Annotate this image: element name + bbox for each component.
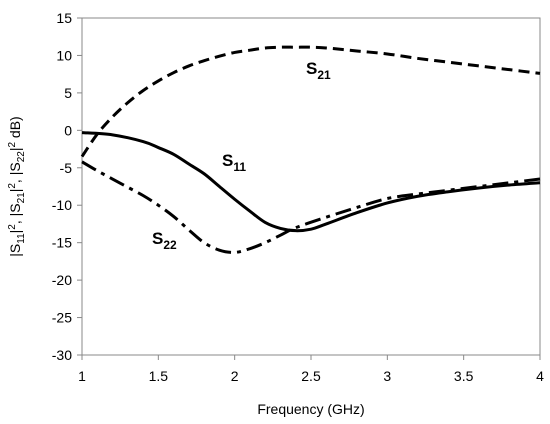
x-tick-label: 1.5 xyxy=(149,368,169,384)
y-axis-title-part: | xyxy=(7,189,23,193)
x-tick-label: 1 xyxy=(78,368,86,384)
y-axis-title-part: , |S xyxy=(7,203,23,224)
y-tick-label: -30 xyxy=(52,347,72,363)
series-label-s21: S21 xyxy=(306,59,331,82)
y-axis-title-part: 21 xyxy=(16,192,27,204)
x-axis-ticks: 1 1.5 2 2.5 3 3.5 4 xyxy=(78,355,544,384)
y-axis-title-part: 2 xyxy=(7,142,18,148)
y-axis-title-part: 2 xyxy=(7,224,18,230)
y-tick-label: 0 xyxy=(64,122,72,138)
x-tick-label: 3.5 xyxy=(454,368,474,384)
series-label-s22: S22 xyxy=(152,229,177,252)
y-tick-label: -20 xyxy=(52,272,72,288)
x-tick-label: 2 xyxy=(231,368,239,384)
y-axis-title-part: 11 xyxy=(16,233,27,244)
y-axis-title: |S11|2, |S21|2, |S22|2 dB) xyxy=(7,116,27,256)
series-label-main: S xyxy=(306,59,317,78)
series-label-sub: 11 xyxy=(233,160,246,174)
series-label-s11: S11 xyxy=(222,151,246,174)
y-tick-label: 10 xyxy=(56,47,72,63)
series-line-s21 xyxy=(80,45,541,158)
y-tick-label: -15 xyxy=(52,235,72,251)
series-layer xyxy=(80,45,541,254)
y-axis-title-part: | xyxy=(7,148,23,152)
x-tick-label: 3 xyxy=(383,368,391,384)
y-axis-title-part: 2 xyxy=(7,183,18,189)
series-label-sub: 22 xyxy=(163,238,177,252)
y-axis-title-part: |S xyxy=(7,244,23,257)
series-label-main: S xyxy=(152,229,163,248)
y-axis-title-part: , |S xyxy=(7,162,23,183)
y-tick-label: -5 xyxy=(60,160,73,176)
series-line-s22 xyxy=(81,160,541,254)
x-axis-title: Frequency (GHz) xyxy=(257,401,364,417)
series-line-s11 xyxy=(81,131,541,233)
y-tick-label: -10 xyxy=(52,197,72,213)
x-tick-label: 4 xyxy=(536,368,544,384)
y-tick-label: -25 xyxy=(52,310,72,326)
y-tick-label: 5 xyxy=(64,85,72,101)
y-axis-ticks: 15 10 5 0 -5 -10 -15 -20 -25 -30 xyxy=(52,10,82,363)
y-axis-title-part: dB) xyxy=(7,116,23,142)
y-tick-label: 15 xyxy=(56,10,72,26)
y-axis-title-part: | xyxy=(7,230,23,234)
x-tick-label: 2.5 xyxy=(301,368,321,384)
y-axis-title-part: 22 xyxy=(16,151,27,163)
series-label-sub: 21 xyxy=(317,68,331,82)
series-label-main: S xyxy=(222,151,233,170)
